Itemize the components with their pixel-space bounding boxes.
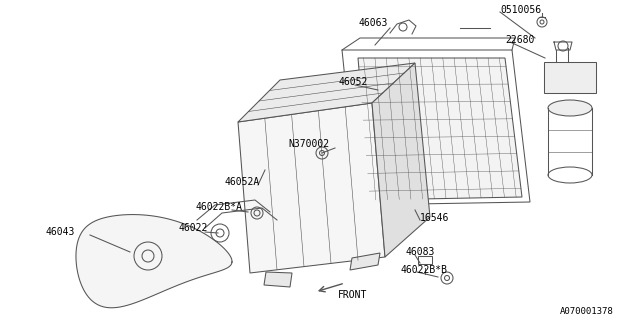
Text: FRONT: FRONT xyxy=(338,290,367,300)
Polygon shape xyxy=(350,253,380,270)
Text: 0510056: 0510056 xyxy=(500,5,541,15)
Text: 22680: 22680 xyxy=(505,35,534,45)
Bar xyxy=(418,256,432,264)
Text: 16546: 16546 xyxy=(420,213,449,223)
Text: 46022: 46022 xyxy=(178,223,207,233)
Polygon shape xyxy=(358,58,522,200)
Polygon shape xyxy=(544,62,596,93)
Text: 46022B*B: 46022B*B xyxy=(400,265,447,275)
Text: 46052: 46052 xyxy=(338,77,367,87)
Text: 46063: 46063 xyxy=(358,18,387,28)
Ellipse shape xyxy=(548,100,592,116)
Text: 46052A: 46052A xyxy=(224,177,259,187)
Polygon shape xyxy=(238,63,415,122)
Text: A070001378: A070001378 xyxy=(560,308,614,316)
Polygon shape xyxy=(372,63,430,257)
Text: 46022B*A: 46022B*A xyxy=(195,202,242,212)
Text: 46043: 46043 xyxy=(45,227,74,237)
Polygon shape xyxy=(264,272,292,287)
Text: 46083: 46083 xyxy=(405,247,435,257)
Text: N370002: N370002 xyxy=(288,139,329,149)
Polygon shape xyxy=(76,215,232,308)
Polygon shape xyxy=(238,103,385,273)
